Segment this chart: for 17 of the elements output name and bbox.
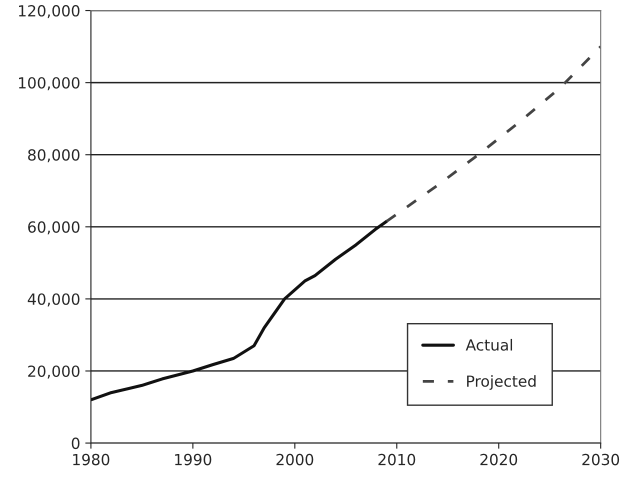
y-tick-label: 20,000	[28, 365, 80, 379]
y-tick-label: 120,000	[19, 5, 80, 18]
x-tick-label: 2010	[378, 454, 416, 466]
x-tick-label: 1990	[175, 454, 212, 466]
legend-label: Projected	[467, 375, 536, 390]
y-tick-label: 100,000	[19, 77, 80, 90]
legend-label: Actual	[466, 338, 512, 351]
x-tick-label: 2030	[582, 454, 620, 466]
x-tick-label: 1980	[73, 454, 110, 466]
x-tick-label: 2020	[480, 454, 518, 466]
line-series	[90, 220, 388, 402]
x-tick-label: 2000	[276, 454, 314, 466]
y-tick-label: 0	[72, 438, 80, 450]
y-tick-label: 60,000	[28, 221, 80, 234]
line-series	[385, 45, 601, 223]
y-tick-label: 40,000	[28, 293, 80, 306]
y-tick-label: 80,000	[28, 149, 80, 162]
